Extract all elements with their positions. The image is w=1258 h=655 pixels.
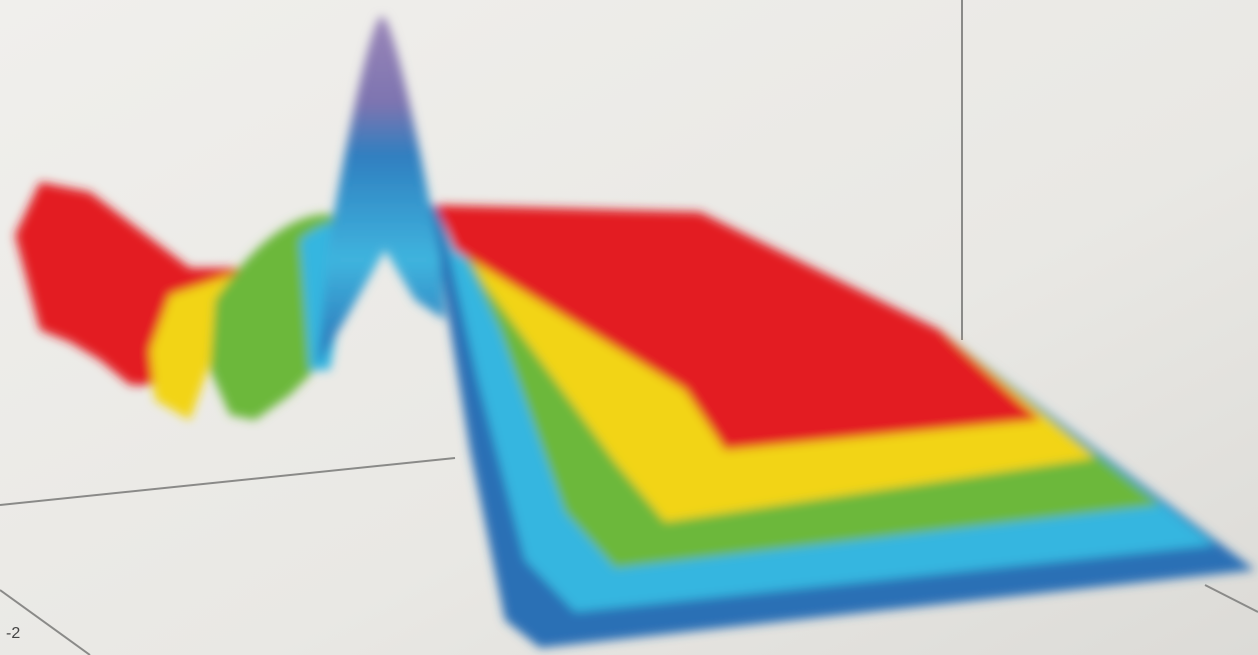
- page: -2 (() => { const data = JSON.parse(docu…: [0, 0, 1258, 655]
- tick-label: -2: [6, 625, 20, 642]
- photo: -2: [0, 0, 1258, 655]
